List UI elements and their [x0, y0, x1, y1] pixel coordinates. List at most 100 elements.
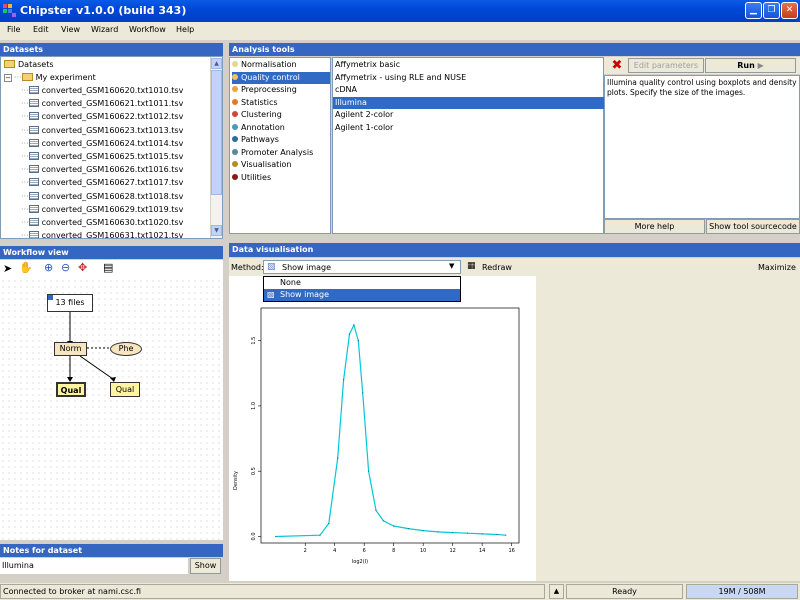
menu-file[interactable]: File [7, 25, 21, 34]
node-norm[interactable]: Norm [54, 342, 87, 356]
hand-icon[interactable]: ✋ [19, 261, 33, 274]
minimize-button[interactable]: ▁ [745, 2, 762, 19]
fit-icon[interactable]: ✥ [78, 261, 88, 274]
edit-parameters-button[interactable]: Edit parameters [628, 58, 704, 73]
visualisation-panel: Data visualisation Method: ▧ Show image … [229, 243, 800, 581]
category-label: Normalisation [241, 60, 297, 69]
tool-item[interactable]: Illumina [333, 96, 604, 109]
density-point [353, 324, 355, 326]
category-list: Normalisation Quality control Preprocessin… [229, 57, 331, 234]
category-item[interactable]: Normalisation [232, 59, 330, 72]
node-qual-selected[interactable]: Qual [56, 382, 86, 397]
dataset-file-row[interactable]: ··· converted_GSM160630.txt1020.tsv [21, 218, 184, 227]
plot-area: 2 4 6 8 10 12 14 16 0.0 0.5 1.0 1.5 log2(I) Density [229, 276, 536, 581]
tool-item[interactable]: Agilent 2-color [335, 110, 394, 119]
density-point [466, 532, 468, 534]
density-point [319, 534, 321, 536]
file-icon [28, 178, 39, 187]
category-item[interactable]: Visualisation [232, 159, 330, 172]
category-item[interactable]: Statistics [232, 97, 330, 110]
scroll-down-icon[interactable]: ▼ [211, 225, 222, 236]
density-point [437, 531, 439, 533]
layout-icon[interactable]: ▤ [103, 261, 114, 274]
x-tick-label: 4 [333, 548, 336, 554]
dataset-file-row[interactable]: ··· converted_GSM160621.txt1011.tsv [21, 99, 184, 109]
expand-up-icon[interactable]: ▲ [549, 584, 564, 599]
node-qual[interactable]: Qual [110, 382, 140, 397]
dataset-file-row[interactable]: ··· converted_GSM160624.txt1014.tsv [21, 138, 184, 148]
zoom-in-icon[interactable]: ⊕ [44, 261, 54, 274]
category-item[interactable]: Preprocessing [232, 84, 330, 97]
category-dot-icon [232, 136, 238, 142]
dataset-file-row[interactable]: ··· converted_GSM160622.txt1012.tsv [21, 112, 184, 122]
menu-edit[interactable]: Edit [33, 25, 49, 34]
category-label: Pathways [241, 135, 279, 144]
density-point [375, 509, 377, 511]
density-point [422, 529, 424, 532]
notes-show-button[interactable]: Show [190, 558, 221, 574]
dataset-file-row[interactable]: ··· converted_GSM160626.txt1016.tsv [21, 165, 184, 175]
dataset-file-row[interactable]: ··· converted_GSM160629.txt1019.tsv [21, 204, 184, 214]
category-item[interactable]: Pathways [232, 134, 330, 147]
dataset-file-row[interactable]: ··· converted_GSM160620.txt1010.tsv [21, 86, 184, 95]
density-point [342, 379, 345, 381]
density-point [368, 470, 370, 472]
menu-view[interactable]: View [61, 25, 80, 34]
dataset-file-row[interactable]: ··· converted_GSM160627.txt1017.tsv [21, 178, 184, 188]
menu-workflow[interactable]: Workflow [129, 25, 166, 34]
datasets-panel: Datasets Datasets − ··· My experiment ··· c… [0, 43, 223, 239]
maximize-button[interactable]: Maximize [758, 263, 796, 272]
collapse-icon[interactable]: − [4, 74, 12, 82]
scroll-up-icon[interactable]: ▲ [211, 58, 222, 69]
datasets-scrollbar[interactable]: ▲ ▼ [210, 57, 222, 238]
close-window-button[interactable]: ✕ [781, 2, 798, 19]
option-none[interactable]: None [280, 278, 301, 287]
analysis-tools-panel: Analysis tools Normalisation Quality cont… [229, 43, 800, 239]
task-status: Ready [566, 584, 683, 599]
y-axis-label: Density [233, 471, 239, 490]
zoom-out-icon[interactable]: ⊖ [61, 261, 71, 274]
menu-wizard[interactable]: Wizard [91, 25, 119, 34]
tool-item[interactable]: Affymetrix - using RLE and NUSE [335, 72, 467, 82]
density-point [275, 535, 277, 538]
folder-icon [21, 73, 33, 81]
dataset-file-row[interactable]: ··· converted_GSM160631.txt1021.tsv [21, 231, 184, 239]
notes-text[interactable]: Illumina [0, 558, 188, 574]
dataset-file-name: converted_GSM160621.txt1011.tsv [41, 99, 184, 109]
method-select[interactable]: ▧ Show image ▼ [263, 260, 461, 274]
category-item[interactable]: Quality control [232, 71, 330, 84]
density-point [362, 392, 364, 394]
restore-button[interactable]: ❐ [763, 2, 780, 19]
node-13-files[interactable]: 13 files [47, 294, 93, 312]
category-item[interactable]: Clustering [232, 109, 330, 122]
run-button[interactable]: Run ▶ [705, 58, 796, 73]
category-item[interactable]: Annotation [232, 122, 330, 135]
dataset-file-row[interactable]: ··· converted_GSM160623.txt1013.tsv [21, 125, 184, 135]
more-help-button[interactable]: More help [604, 219, 705, 234]
tool-item[interactable]: Agilent 1-color [335, 122, 394, 132]
dataset-file-name: converted_GSM160628.txt1018.tsv [41, 191, 184, 201]
scroll-thumb[interactable] [211, 70, 222, 195]
option-show-image[interactable]: ▧ Show image [264, 289, 460, 301]
tool-item[interactable]: cDNA [335, 85, 358, 94]
density-point [407, 528, 410, 530]
tree-root[interactable]: Datasets [4, 58, 54, 71]
menu-help[interactable]: Help [176, 25, 195, 34]
show-sourcecode-button[interactable]: Show tool sourcecode [706, 219, 800, 234]
category-label: Annotation [241, 122, 285, 132]
redraw-button[interactable]: ▦ Redraw [465, 260, 515, 274]
chevron-down-icon[interactable]: ▼ [449, 262, 455, 270]
window-title: Chipster v1.0.0 (build 343) [20, 4, 187, 17]
category-item[interactable]: Promoter Analysis [232, 147, 330, 160]
dataset-file-row[interactable]: ··· converted_GSM160625.txt1015.tsv [21, 152, 184, 161]
memory-indicator[interactable]: 19M / 508M [686, 584, 798, 599]
pointer-icon[interactable]: ➤ [3, 262, 13, 275]
category-dot-icon [232, 98, 238, 105]
dataset-file-row[interactable]: ··· converted_GSM160628.txt1018.tsv [21, 191, 184, 201]
node-phe[interactable]: Phe [110, 342, 142, 356]
category-item[interactable]: Utilities [232, 172, 330, 185]
tree-experiment[interactable]: − ··· My experiment [4, 73, 96, 82]
x-tick-label: 8 [392, 548, 395, 554]
delete-icon[interactable]: ✖ [611, 58, 623, 73]
tool-item[interactable]: Affymetrix basic [335, 60, 401, 69]
